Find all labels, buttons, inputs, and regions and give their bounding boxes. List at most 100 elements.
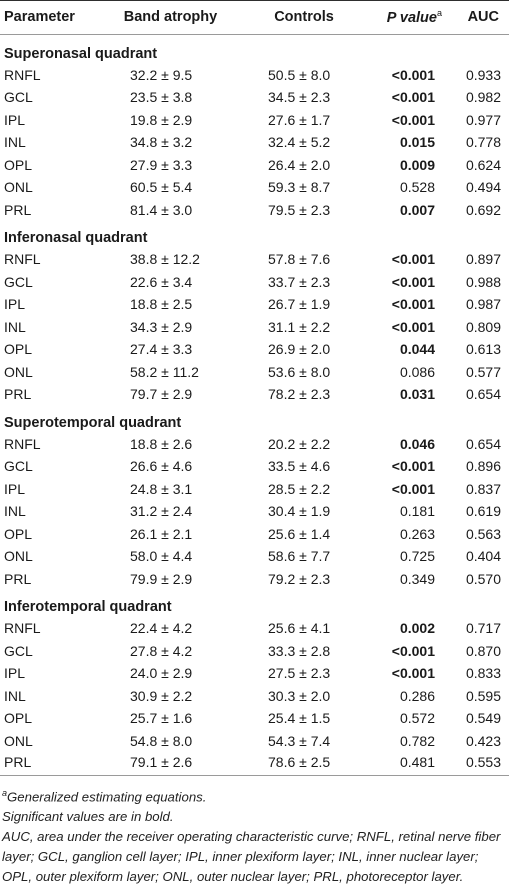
table-row: GCL 23.5 ± 3.8 34.5 ± 2.3 <0.001 0.982 <box>0 86 509 109</box>
cell-auc: 0.833 <box>465 665 501 682</box>
cell-auc: 0.570 <box>465 570 501 587</box>
cell-auc: 0.692 <box>465 201 501 218</box>
cell-auc: 0.494 <box>465 179 501 196</box>
table-row: ONL 60.5 ± 5.4 59.3 ± 8.7 0.528 0.494 <box>0 176 509 199</box>
cell-p-value: 0.015 <box>399 134 435 151</box>
cell-auc: 0.897 <box>465 251 501 268</box>
cell-band-atrophy: 79.7 ± 2.9 <box>130 386 193 403</box>
footnote-a: aGeneralized estimating equations. <box>2 783 509 807</box>
cell-controls: 26.7 ± 1.9 <box>268 296 331 313</box>
table-row: OPL 26.1 ± 2.1 25.6 ± 1.4 0.263 0.563 <box>0 523 509 546</box>
cell-p-value: 0.181 <box>399 503 435 520</box>
header-p-value: P valuea <box>365 1 450 35</box>
cell-parameter: OPL <box>4 156 33 173</box>
table-row: INL 34.3 ± 2.9 31.1 ± 2.2 <0.001 0.809 <box>0 316 509 339</box>
results-table: Parameter Band atrophy Controls P valuea… <box>0 1 509 775</box>
table-row: RNFL 38.8 ± 12.2 57.8 ± 7.6 <0.001 0.897 <box>0 248 509 271</box>
table-row: OPL 25.7 ± 1.6 25.4 ± 1.5 0.572 0.549 <box>0 707 509 730</box>
cell-p-value: <0.001 <box>391 296 435 313</box>
cell-auc: 0.982 <box>465 89 501 106</box>
cell-controls: 54.3 ± 7.4 <box>268 732 331 749</box>
cell-auc: 0.404 <box>465 548 501 565</box>
cell-p-value: <0.001 <box>391 66 435 83</box>
cell-auc: 0.595 <box>465 687 501 704</box>
cell-band-atrophy: 24.8 ± 3.1 <box>130 480 193 497</box>
header-p-value-label: P value <box>386 10 437 27</box>
cell-band-atrophy: 31.2 ± 2.4 <box>130 503 193 520</box>
cell-controls: 33.7 ± 2.3 <box>268 273 331 290</box>
cell-p-value: <0.001 <box>391 458 435 475</box>
cell-p-value: <0.001 <box>391 665 435 682</box>
cell-auc: 0.870 <box>465 642 501 659</box>
cell-p-value: 0.782 <box>399 732 435 749</box>
cell-parameter: ONL <box>4 363 33 380</box>
cell-p-value: 0.572 <box>399 710 435 727</box>
cell-auc: 0.619 <box>465 503 501 520</box>
table-row: GCL 22.6 ± 3.4 33.7 ± 2.3 <0.001 0.988 <box>0 271 509 294</box>
cell-band-atrophy: 27.4 ± 3.3 <box>130 341 193 358</box>
section-row: Superonasal quadrant <box>0 34 509 64</box>
cell-parameter: PRL <box>4 386 32 403</box>
cell-p-value: 0.086 <box>399 363 435 380</box>
cell-controls: 25.4 ± 1.5 <box>268 710 331 727</box>
cell-auc: 0.654 <box>465 386 501 403</box>
cell-band-atrophy: 27.9 ± 3.3 <box>130 156 193 173</box>
cell-controls: 30.4 ± 1.9 <box>268 503 331 520</box>
cell-controls: 79.2 ± 2.3 <box>268 570 331 587</box>
table-header: Parameter Band atrophy Controls P valuea… <box>0 1 509 35</box>
cell-p-value: <0.001 <box>391 318 435 335</box>
cell-band-atrophy: 22.4 ± 4.2 <box>130 620 193 637</box>
cell-band-atrophy: 26.6 ± 4.6 <box>130 458 193 475</box>
cell-controls: 25.6 ± 1.4 <box>268 525 331 542</box>
table-footnotes: aGeneralized estimating equations. Signi… <box>0 774 509 887</box>
cell-controls: 34.5 ± 2.3 <box>268 89 331 106</box>
cell-auc: 0.624 <box>465 156 501 173</box>
footnote-a-mark: a <box>2 787 8 798</box>
table-row: RNFL 22.4 ± 4.2 25.6 ± 4.1 0.002 0.717 <box>0 617 509 640</box>
cell-parameter: INL <box>4 318 26 335</box>
cell-p-value: 0.031 <box>399 386 435 403</box>
cell-auc: 0.809 <box>465 318 501 335</box>
cell-parameter: ONL <box>4 548 33 565</box>
table-row: INL 30.9 ± 2.2 30.3 ± 2.0 0.286 0.595 <box>0 685 509 708</box>
section-title: Superonasal quadrant <box>4 45 158 62</box>
cell-p-value: 0.046 <box>399 435 435 452</box>
cell-band-atrophy: 38.8 ± 12.2 <box>130 251 200 268</box>
cell-auc: 0.577 <box>465 363 501 380</box>
cell-band-atrophy: 32.2 ± 9.5 <box>130 66 193 83</box>
cell-band-atrophy: 22.6 ± 3.4 <box>130 273 193 290</box>
table-row: PRL 79.9 ± 2.9 79.2 ± 2.3 0.349 0.570 <box>0 568 509 591</box>
cell-parameter: IPL <box>4 480 26 497</box>
cell-auc: 0.717 <box>465 620 501 637</box>
section-row: Inferonasal quadrant <box>0 221 509 248</box>
footnote-significance: Significant values are in bold. <box>2 808 174 824</box>
table-row: IPL 19.8 ± 2.9 27.6 ± 1.7 <0.001 0.977 <box>0 109 509 132</box>
cell-band-atrophy: 34.3 ± 2.9 <box>130 318 193 335</box>
header-parameter: Parameter <box>0 1 98 35</box>
table-row: RNFL 32.2 ± 9.5 50.5 ± 8.0 <0.001 0.933 <box>0 64 509 87</box>
cell-parameter: PRL <box>4 201 32 218</box>
cell-controls: 27.6 ± 1.7 <box>268 111 331 128</box>
cell-parameter: OPL <box>4 525 33 542</box>
cell-controls: 78.2 ± 2.3 <box>268 386 331 403</box>
cell-controls: 30.3 ± 2.0 <box>268 687 331 704</box>
cell-parameter: GCL <box>4 642 33 659</box>
cell-parameter: IPL <box>4 296 26 313</box>
cell-controls: 58.6 ± 7.7 <box>268 548 331 565</box>
table-row: INL 34.8 ± 3.2 32.4 ± 5.2 0.015 0.778 <box>0 131 509 154</box>
cell-band-atrophy: 25.7 ± 1.6 <box>130 710 193 727</box>
cell-band-atrophy: 18.8 ± 2.6 <box>130 435 193 452</box>
header-band-atrophy: Band atrophy <box>98 1 243 35</box>
cell-auc: 0.549 <box>465 710 501 727</box>
table-row: ONL 58.0 ± 4.4 58.6 ± 7.7 0.725 0.404 <box>0 545 509 568</box>
cell-p-value: <0.001 <box>391 89 435 106</box>
cell-auc: 0.778 <box>465 134 501 151</box>
cell-controls: 25.6 ± 4.1 <box>268 620 331 637</box>
cell-p-value: 0.481 <box>399 753 435 770</box>
cell-band-atrophy: 24.0 ± 2.9 <box>130 665 193 682</box>
footnote-abbreviations: AUC, area under the receiver operating c… <box>2 828 501 884</box>
cell-controls: 26.4 ± 2.0 <box>268 156 331 173</box>
cell-band-atrophy: 79.1 ± 2.6 <box>130 753 193 770</box>
cell-controls: 59.3 ± 8.7 <box>268 179 331 196</box>
cell-auc: 0.553 <box>465 753 501 770</box>
